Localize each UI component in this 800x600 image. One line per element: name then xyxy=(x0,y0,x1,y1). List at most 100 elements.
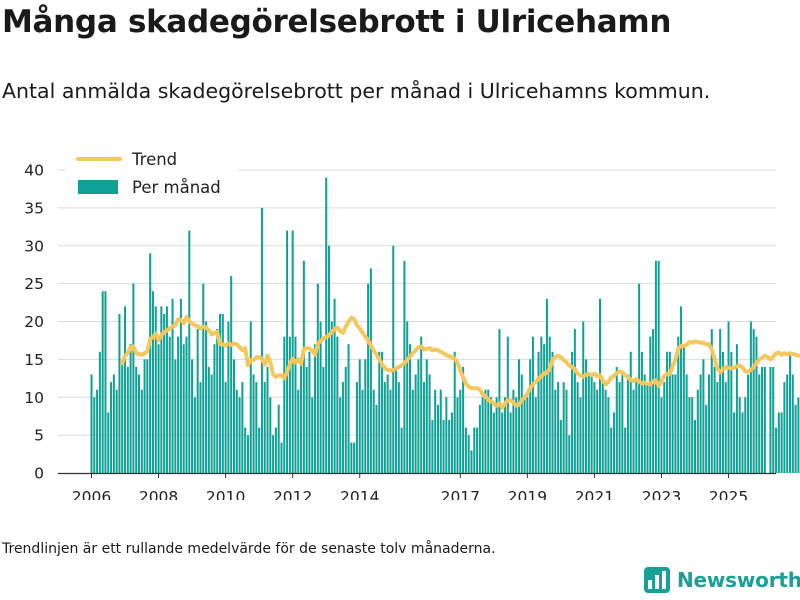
bar xyxy=(283,336,286,473)
bar xyxy=(350,442,353,473)
bar xyxy=(288,336,291,473)
bar xyxy=(154,306,157,473)
bar xyxy=(403,260,406,473)
bar xyxy=(727,321,730,473)
bar xyxy=(596,389,599,473)
bar xyxy=(696,389,699,473)
chart-gridlines xyxy=(58,169,776,436)
chart-legend: Trend Per månad xyxy=(66,144,238,206)
bar xyxy=(590,374,593,473)
bar xyxy=(210,374,213,473)
bar xyxy=(450,412,453,473)
bar xyxy=(341,382,344,473)
brand-logo[interactable]: Newsworthy xyxy=(644,567,800,593)
bar xyxy=(548,336,551,473)
bar xyxy=(339,397,342,473)
bar xyxy=(325,177,328,473)
bar xyxy=(610,427,613,473)
bar xyxy=(504,397,507,473)
bar xyxy=(221,313,224,473)
bar xyxy=(316,283,319,474)
bar xyxy=(93,397,96,473)
bar xyxy=(506,336,509,473)
bar xyxy=(107,412,110,473)
bar xyxy=(652,329,655,473)
legend-trend-label: Trend xyxy=(131,150,177,169)
bar xyxy=(685,374,688,473)
bar xyxy=(389,389,392,473)
bar xyxy=(202,283,205,474)
bar xyxy=(626,374,629,473)
bar xyxy=(719,329,722,473)
bar xyxy=(643,374,646,473)
bar xyxy=(470,450,473,473)
bar xyxy=(677,336,680,473)
chart-bars xyxy=(90,177,800,474)
bar xyxy=(355,382,358,473)
bar xyxy=(657,260,660,473)
bar xyxy=(654,260,657,473)
bar xyxy=(705,404,708,473)
bar xyxy=(182,344,185,473)
bar xyxy=(585,359,588,474)
bar xyxy=(663,382,666,473)
bar xyxy=(409,344,412,473)
trend-line xyxy=(120,314,800,410)
bar xyxy=(565,389,568,473)
bar xyxy=(112,374,115,473)
bar xyxy=(791,374,794,473)
bar xyxy=(582,321,585,473)
bar xyxy=(752,329,755,473)
bar xyxy=(392,245,395,473)
bar xyxy=(481,397,484,473)
bar xyxy=(593,382,596,473)
bar xyxy=(724,382,727,473)
bar xyxy=(294,336,297,473)
bar xyxy=(571,351,574,473)
bar xyxy=(794,404,797,473)
bar xyxy=(747,374,750,473)
bar xyxy=(515,397,518,473)
x-tick-label: 2014 xyxy=(340,488,379,500)
bar xyxy=(788,351,791,473)
bar xyxy=(540,336,543,473)
bar xyxy=(649,336,652,473)
bar xyxy=(126,366,129,473)
bar xyxy=(101,291,104,473)
bar xyxy=(149,253,152,473)
bar xyxy=(263,382,266,473)
bar xyxy=(140,389,143,473)
bar xyxy=(710,329,713,473)
bar xyxy=(90,374,93,473)
bar xyxy=(302,260,305,473)
bar xyxy=(638,283,641,474)
bar xyxy=(448,419,451,473)
bar xyxy=(238,397,241,473)
bar xyxy=(333,298,336,473)
bar xyxy=(246,435,249,474)
bar xyxy=(478,404,481,473)
x-tick-label: 2019 xyxy=(508,488,547,500)
x-tick-label: 2006 xyxy=(72,488,111,500)
bar xyxy=(364,359,367,474)
bar xyxy=(269,397,272,473)
bar xyxy=(680,306,683,473)
bar xyxy=(682,344,685,473)
bar xyxy=(674,374,677,473)
bar xyxy=(137,374,140,473)
bar xyxy=(406,321,409,473)
bar xyxy=(621,374,624,473)
bar xyxy=(777,412,780,473)
bar xyxy=(758,374,761,473)
bar xyxy=(151,291,154,473)
bar xyxy=(775,427,778,473)
bar xyxy=(367,283,370,474)
x-tick-label: 2023 xyxy=(642,488,681,500)
bar xyxy=(730,351,733,473)
bar xyxy=(129,344,132,473)
bar xyxy=(721,351,724,473)
bar xyxy=(266,366,269,473)
bar xyxy=(252,374,255,473)
bar xyxy=(688,397,691,473)
